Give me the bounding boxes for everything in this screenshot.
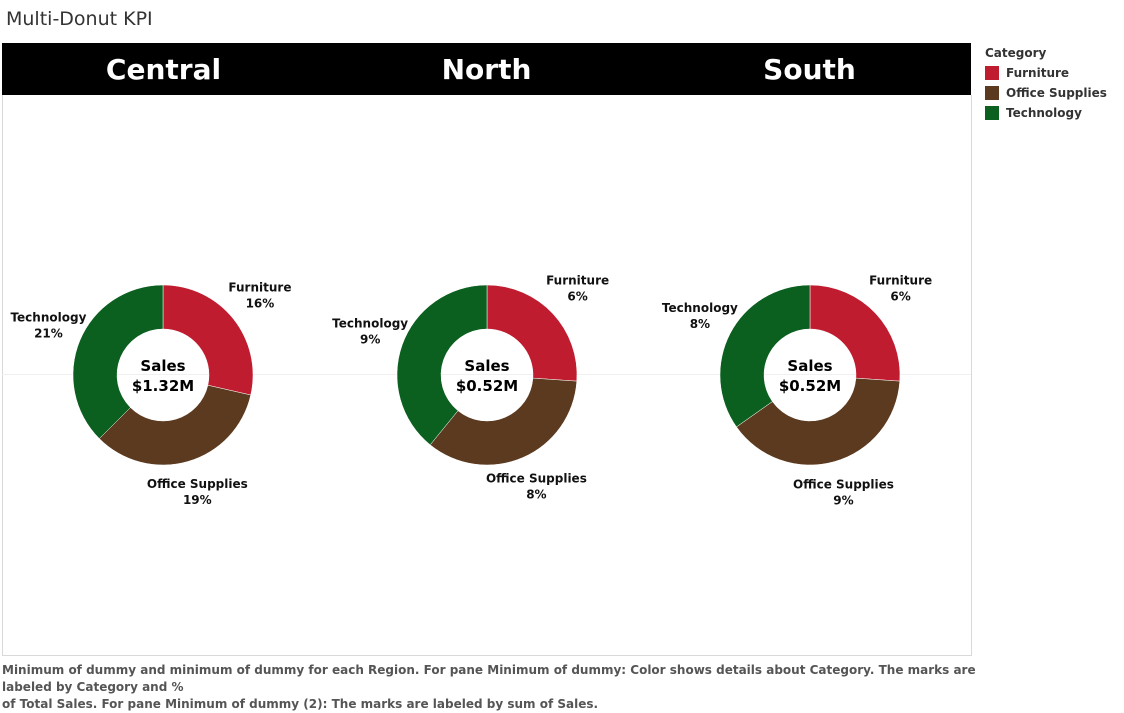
legend-label: Office Supplies <box>1006 86 1107 100</box>
center-label-south: Sales <box>787 357 832 375</box>
slice-label-south-technology: Technology 8% <box>662 301 738 331</box>
legend-item-office-supplies[interactable]: Office Supplies <box>985 83 1107 103</box>
center-label-north: Sales <box>464 357 509 375</box>
legend-label: Furniture <box>1006 66 1069 80</box>
legend-item-furniture[interactable]: Furniture <box>985 63 1107 83</box>
slice-label-north-furniture: Furniture 6% <box>546 273 609 303</box>
footer-line-1: Minimum of dummy and minimum of dummy fo… <box>2 662 992 696</box>
slice-label-south-office-supplies: Office Supplies 9% <box>793 477 894 507</box>
slice-label-central-office-supplies: Office Supplies 19% <box>147 477 248 507</box>
slice-label-north-office-supplies: Office Supplies 8% <box>486 472 587 502</box>
donut-charts: Furniture 16% Office Supplies 19% Technology… <box>0 0 1124 698</box>
legend-item-technology[interactable]: Technology <box>985 103 1107 123</box>
legend-swatch-furniture <box>985 66 999 80</box>
legend: Category Furniture Office Supplies Techn… <box>985 46 1107 123</box>
slice-label-central-furniture: Furniture 16% <box>228 281 291 311</box>
slice-label-north-technology: Technology 9% <box>332 316 408 346</box>
center-value-south: $0.52M <box>779 377 841 395</box>
slice-label-central-technology: Technology 21% <box>10 311 86 341</box>
legend-swatch-office-supplies <box>985 86 999 100</box>
legend-title: Category <box>985 46 1107 60</box>
legend-label: Technology <box>1006 106 1082 120</box>
footer-caption: Minimum of dummy and minimum of dummy fo… <box>2 662 992 713</box>
legend-swatch-technology <box>985 106 999 120</box>
slice-label-south-furniture: Furniture 6% <box>869 273 932 303</box>
center-value-central: $1.32M <box>132 377 194 395</box>
footer-line-2: of Total Sales. For pane Minimum of dumm… <box>2 696 992 713</box>
center-label-central: Sales <box>140 357 185 375</box>
center-value-north: $0.52M <box>456 377 518 395</box>
